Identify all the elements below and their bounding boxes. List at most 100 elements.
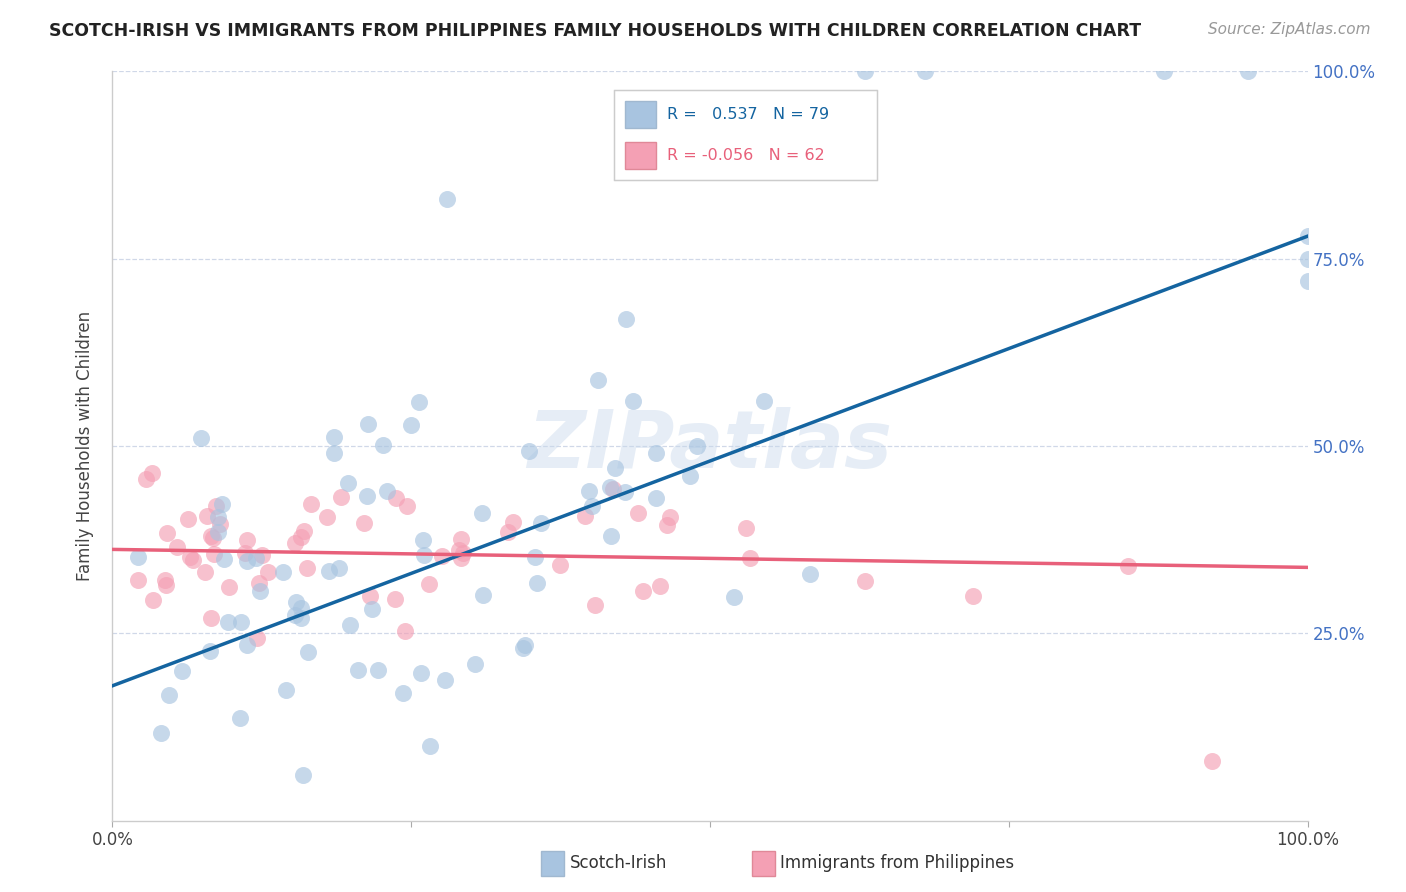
Point — [276, 682, 298, 697]
Point — [855, 574, 877, 588]
Point — [208, 516, 231, 531]
Y-axis label: Family Households with Children: Family Households with Children — [76, 311, 94, 581]
Point — [855, 64, 877, 78]
Point — [627, 507, 650, 521]
Point — [413, 548, 436, 562]
Point — [202, 547, 225, 561]
Point — [738, 551, 761, 566]
Point — [236, 553, 259, 567]
Point — [375, 483, 398, 498]
Point — [658, 510, 681, 524]
Point — [471, 507, 494, 521]
Point — [257, 565, 280, 579]
Point — [752, 394, 775, 409]
Point — [450, 532, 472, 546]
Point — [290, 530, 312, 544]
Point — [519, 443, 541, 458]
Point — [650, 579, 672, 593]
Point — [430, 549, 453, 563]
Point — [252, 548, 274, 562]
Point — [408, 395, 430, 409]
Point — [291, 768, 314, 782]
Point — [357, 417, 380, 431]
Point — [361, 602, 384, 616]
Point — [290, 611, 312, 625]
Point — [1237, 64, 1260, 78]
Point — [285, 595, 308, 609]
Point — [412, 533, 434, 548]
Point — [384, 491, 406, 506]
Point — [645, 491, 668, 506]
Point — [644, 446, 666, 460]
Point — [200, 529, 222, 543]
Point — [157, 688, 180, 702]
Point — [502, 515, 524, 529]
Point — [207, 525, 229, 540]
Point — [249, 583, 271, 598]
Point — [202, 531, 225, 545]
Point — [685, 439, 707, 453]
Point — [574, 508, 596, 523]
Point — [172, 664, 194, 678]
Point — [299, 497, 322, 511]
Point — [799, 566, 821, 581]
Point — [204, 499, 226, 513]
Point — [194, 566, 217, 580]
Point — [200, 610, 222, 624]
Point — [1153, 64, 1175, 78]
Point — [217, 615, 239, 629]
Point — [246, 631, 269, 645]
Point — [155, 578, 177, 592]
Point — [336, 476, 359, 491]
Point — [399, 418, 422, 433]
Point — [359, 590, 381, 604]
Point — [195, 509, 218, 524]
Point — [149, 726, 172, 740]
Point — [323, 429, 346, 443]
Point — [127, 574, 149, 588]
Point — [583, 598, 606, 612]
Point — [471, 588, 494, 602]
Point — [247, 575, 270, 590]
Point — [1118, 558, 1140, 573]
Point — [524, 549, 547, 564]
Text: ZIPatlas: ZIPatlas — [527, 407, 893, 485]
Point — [1296, 229, 1319, 244]
Point — [207, 509, 229, 524]
Point — [141, 467, 163, 481]
Point — [599, 528, 621, 542]
Point — [723, 590, 745, 604]
Point — [181, 553, 204, 567]
Point — [464, 657, 486, 671]
Point — [245, 551, 267, 566]
Point — [318, 564, 340, 578]
Point — [371, 438, 394, 452]
Point — [166, 540, 188, 554]
Point — [588, 373, 610, 387]
Point — [316, 510, 339, 524]
Point — [433, 673, 456, 687]
Point — [515, 639, 537, 653]
Point — [962, 589, 984, 603]
Point — [356, 489, 378, 503]
Point — [436, 192, 458, 206]
Point — [156, 525, 179, 540]
Point — [735, 521, 758, 535]
Text: Scotch-Irish: Scotch-Irish — [569, 855, 666, 872]
Point — [135, 472, 157, 486]
Point — [1201, 754, 1223, 768]
Point — [526, 575, 548, 590]
Point — [419, 739, 441, 753]
Point — [914, 64, 936, 78]
Point — [177, 511, 200, 525]
Point — [198, 644, 221, 658]
Text: SCOTCH-IRISH VS IMMIGRANTS FROM PHILIPPINES FAMILY HOUSEHOLDS WITH CHILDREN CORR: SCOTCH-IRISH VS IMMIGRANTS FROM PHILIPPI… — [49, 22, 1142, 40]
Point — [599, 480, 621, 494]
Point — [450, 551, 472, 566]
Point — [229, 615, 252, 629]
Point — [290, 600, 312, 615]
Point — [496, 524, 519, 539]
Point — [602, 482, 624, 496]
Point — [190, 431, 212, 445]
Point — [367, 663, 389, 677]
